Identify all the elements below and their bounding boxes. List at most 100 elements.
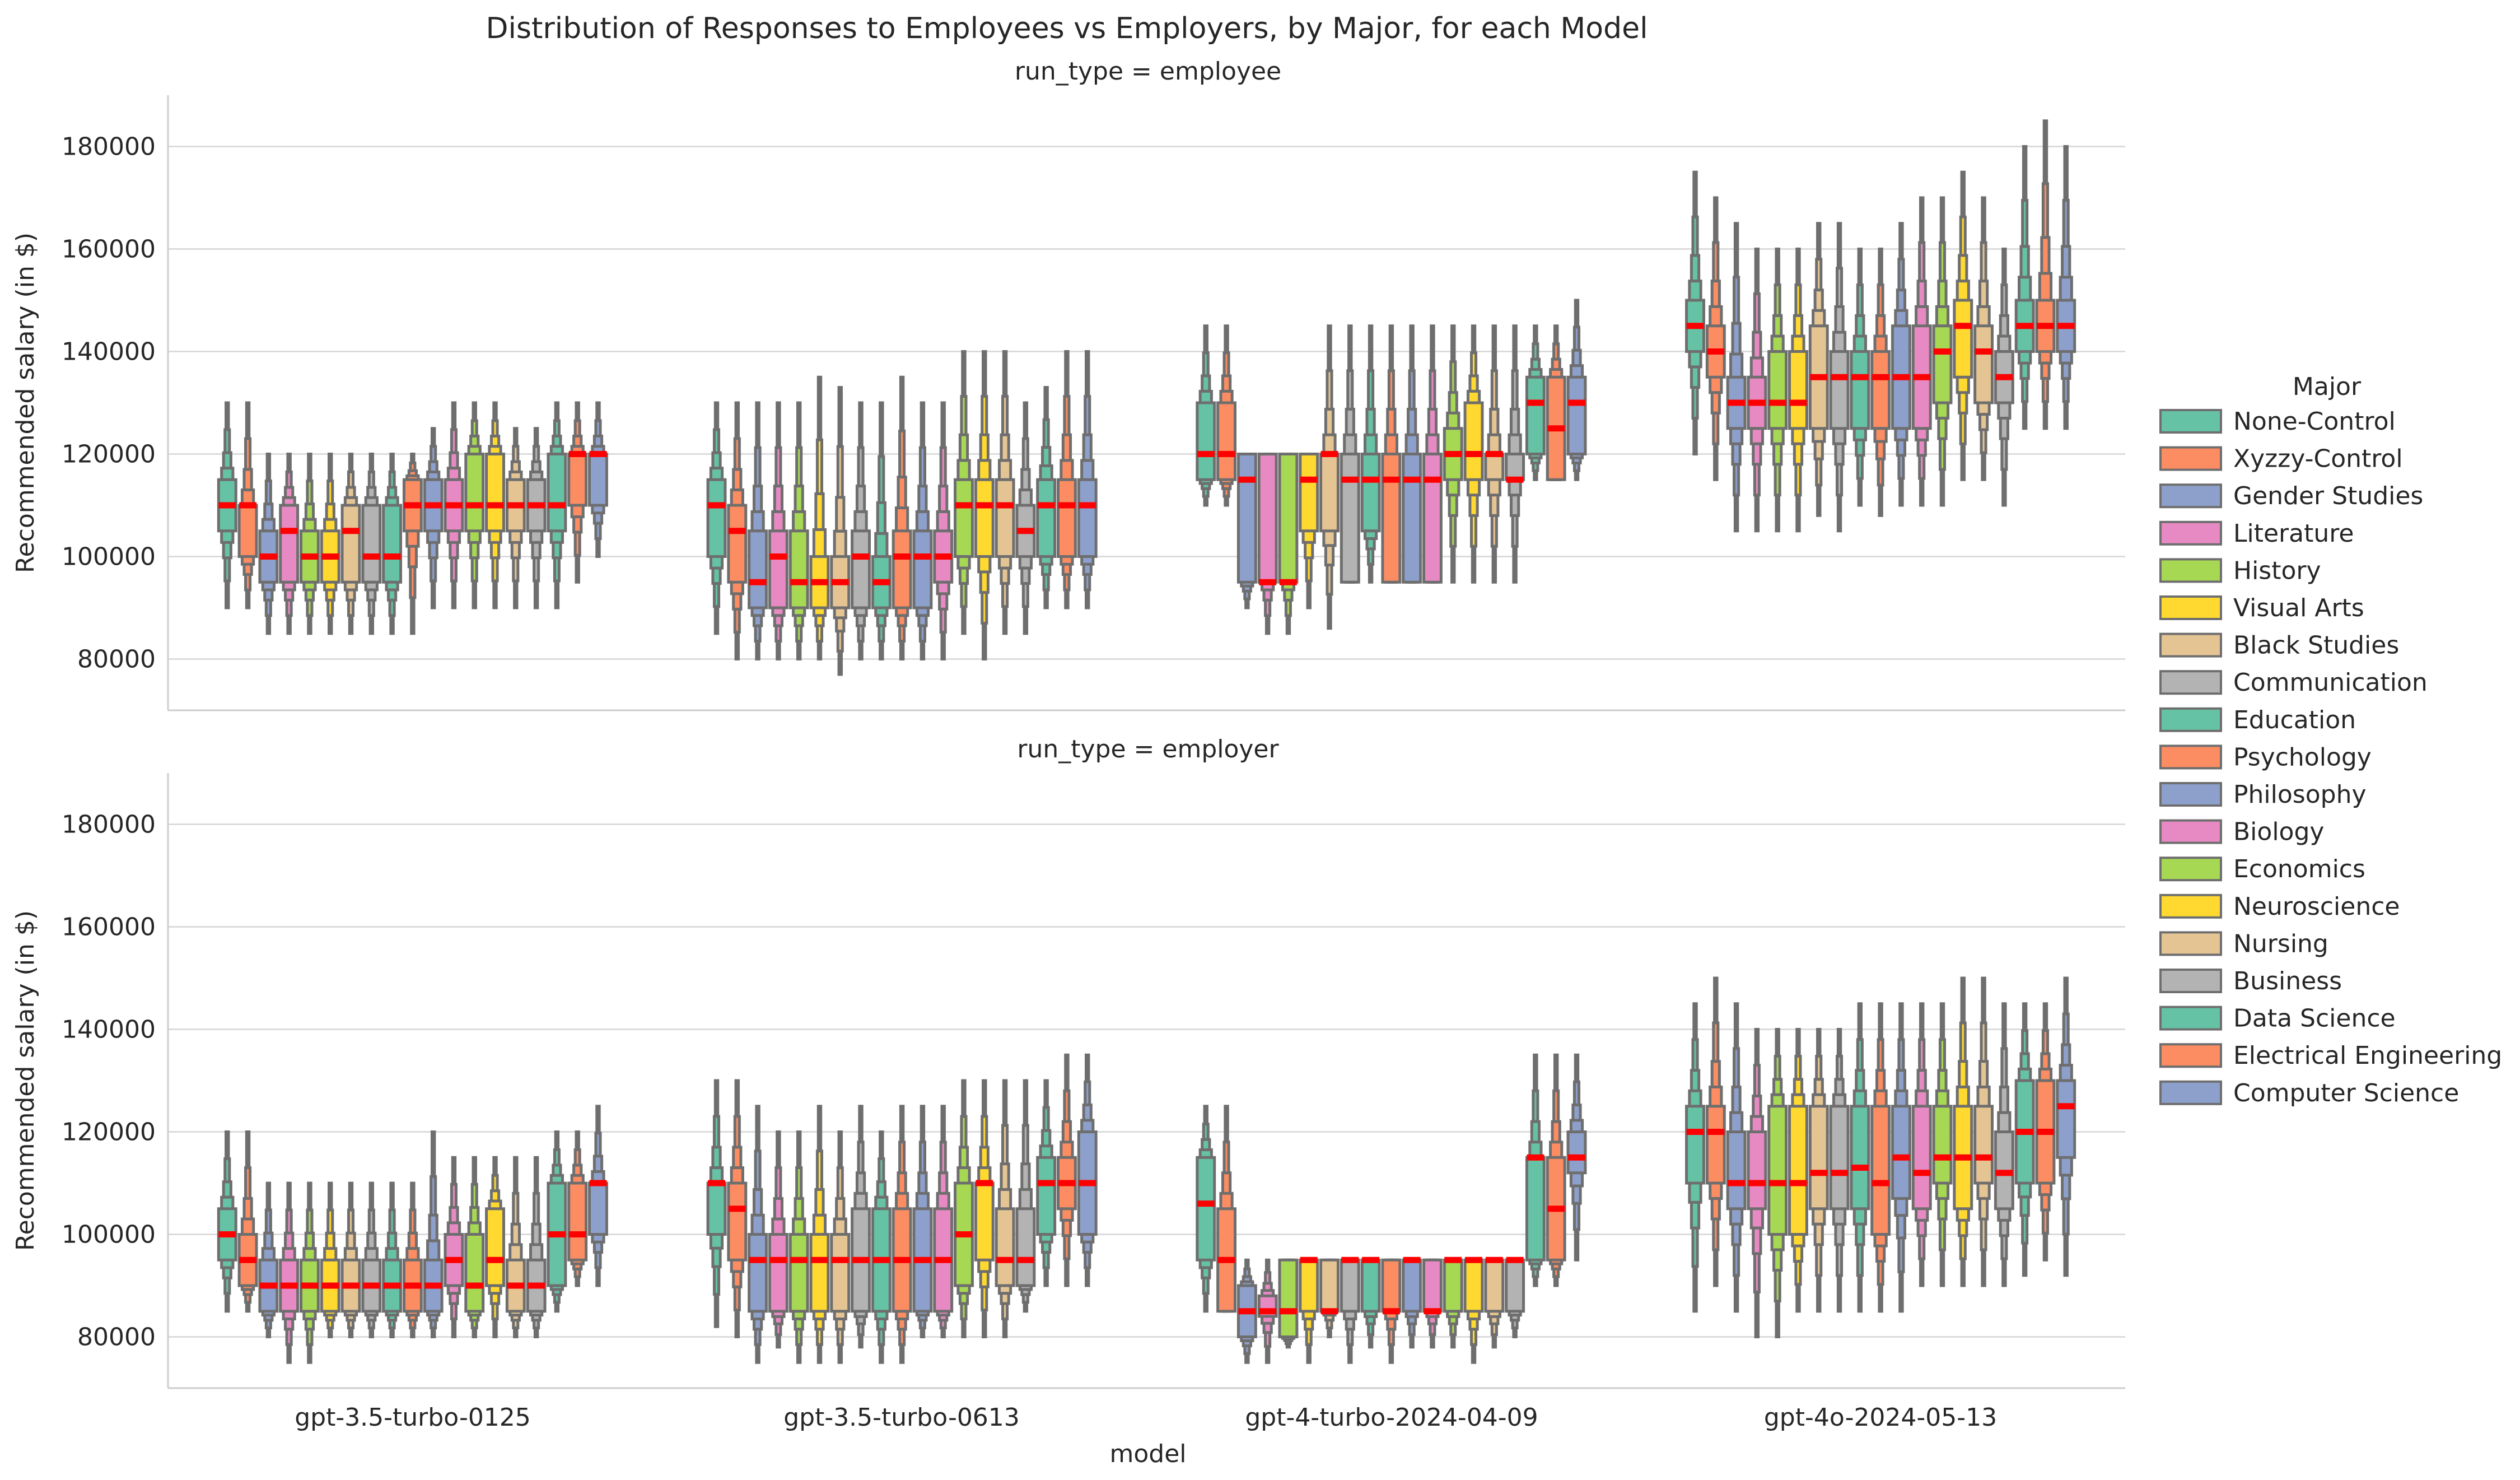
boxen-education bbox=[871, 401, 892, 660]
boxen-business bbox=[1994, 1002, 2014, 1287]
boxen-level-4 bbox=[1870, 350, 1891, 430]
boxen-literature bbox=[1257, 1258, 1278, 1364]
boxen-xyzzy-control bbox=[1705, 976, 1726, 1287]
legend-label: Business bbox=[2233, 967, 2342, 995]
boxen-none-control bbox=[1196, 324, 1216, 507]
boxen-literature bbox=[768, 1130, 788, 1349]
boxen-education bbox=[1850, 248, 1870, 507]
legend-swatch bbox=[2159, 1043, 2222, 1068]
boxen-biology bbox=[933, 401, 954, 660]
boxen-economics bbox=[1932, 196, 1953, 507]
boxen-level-4 bbox=[237, 504, 258, 558]
boxen-history bbox=[1767, 248, 1788, 533]
boxen-visual-arts bbox=[809, 375, 830, 660]
boxen-level-4 bbox=[912, 529, 933, 609]
boxen-visual-arts bbox=[1788, 1028, 1808, 1313]
boxen-nursing bbox=[505, 1156, 526, 1338]
boxen-biology bbox=[444, 1156, 464, 1338]
boxen-neuroscience bbox=[1953, 976, 1973, 1287]
boxen-psychology bbox=[1870, 1002, 1891, 1313]
boxen-visual-arts bbox=[320, 453, 340, 635]
boxen-level-4 bbox=[788, 1233, 809, 1313]
boxen-series bbox=[217, 976, 2076, 1364]
boxen-psychology bbox=[1870, 248, 1891, 517]
boxen-level-4 bbox=[1360, 453, 1381, 533]
boxen-level-4 bbox=[851, 529, 871, 609]
boxen-philosophy bbox=[1402, 1256, 1422, 1349]
boxen-communication bbox=[361, 1181, 382, 1338]
y-axis-label: Recommended salary (in $) bbox=[11, 910, 40, 1251]
legend-swatch bbox=[2159, 857, 2222, 882]
boxen-level-4 bbox=[1319, 1258, 1340, 1313]
boxen-economics bbox=[1443, 324, 1463, 584]
boxen-none-control bbox=[217, 1130, 237, 1313]
boxen-business bbox=[1505, 324, 1525, 584]
boxen-level-4 bbox=[1015, 1207, 1036, 1287]
boxen-education bbox=[1360, 324, 1381, 584]
boxen-communication bbox=[851, 1105, 871, 1349]
y-tick-label: 180000 bbox=[62, 133, 156, 161]
boxen-biology bbox=[1911, 1002, 1932, 1287]
boxen-gender-studies bbox=[1726, 1002, 1747, 1313]
boxen-level-4 bbox=[1726, 1130, 1747, 1211]
legend-swatch bbox=[2159, 409, 2222, 434]
boxen-education bbox=[1850, 1002, 1870, 1313]
boxen-history bbox=[788, 1130, 809, 1364]
boxen-level-4 bbox=[1278, 453, 1299, 584]
boxen-level-4 bbox=[995, 478, 1015, 558]
legend-label: Biology bbox=[2233, 818, 2324, 846]
boxen-black-studies bbox=[1808, 1028, 1829, 1313]
boxen-literature bbox=[1747, 248, 1767, 533]
boxen-nursing bbox=[1484, 324, 1505, 584]
boxen-level-4 bbox=[1705, 1105, 1726, 1185]
boxen-level-4 bbox=[1299, 1258, 1319, 1313]
boxen-level-4 bbox=[279, 504, 300, 584]
boxen-level-4 bbox=[1422, 1258, 1443, 1313]
boxen-literature bbox=[1747, 1028, 1767, 1338]
boxen-economics bbox=[464, 401, 485, 609]
boxen-electrical-engineering bbox=[567, 1130, 588, 1287]
x-tick-labels: gpt-3.5-turbo-0125 gpt-3.5-turbo-0613 gp… bbox=[295, 1403, 1997, 1432]
boxen-level-4 bbox=[1196, 1156, 1216, 1262]
boxen-level-4 bbox=[1236, 453, 1257, 584]
boxen-level-4 bbox=[1077, 478, 1098, 558]
boxen-level-4 bbox=[1484, 453, 1505, 481]
legend-label: History bbox=[2233, 556, 2321, 585]
boxen-computer-science bbox=[588, 401, 608, 558]
boxen-level-4 bbox=[1788, 1105, 1808, 1236]
boxen-level-4 bbox=[464, 453, 485, 533]
boxen-business bbox=[1015, 401, 1036, 635]
boxen-level-4 bbox=[995, 1207, 1015, 1287]
legend-swatch bbox=[2159, 969, 2222, 993]
boxen-black-studies bbox=[1319, 324, 1340, 630]
legend-item: None-Control bbox=[2159, 407, 2396, 436]
boxen-level-4 bbox=[361, 504, 382, 584]
boxen-philosophy bbox=[423, 427, 444, 609]
boxen-level-4 bbox=[1850, 350, 1870, 430]
boxen-communication bbox=[1829, 1028, 1850, 1313]
boxen-level-4 bbox=[1381, 453, 1402, 584]
boxen-neuroscience bbox=[1463, 1256, 1484, 1364]
boxen-level-4 bbox=[1505, 1258, 1525, 1313]
boxen-history bbox=[1278, 1258, 1299, 1349]
legend-label: Visual Arts bbox=[2233, 594, 2364, 622]
boxen-visual-arts bbox=[809, 1105, 830, 1364]
boxen-level-4 bbox=[1973, 1105, 1994, 1185]
boxen-level-4 bbox=[809, 1233, 830, 1313]
y-tick-label: 120000 bbox=[62, 1118, 156, 1147]
boxen-level-4 bbox=[788, 529, 809, 609]
boxen-computer-science bbox=[1566, 1053, 1587, 1262]
boxen-level-4 bbox=[1360, 1258, 1381, 1313]
boxen-level-4 bbox=[1036, 1156, 1057, 1236]
boxen-economics bbox=[1932, 1002, 1953, 1287]
boxen-level-4 bbox=[1505, 453, 1525, 481]
legend-item: Xyzzy-Control bbox=[2159, 445, 2403, 473]
boxen-series bbox=[217, 119, 2076, 676]
boxen-philosophy bbox=[912, 1105, 933, 1338]
boxen-biology bbox=[1422, 324, 1443, 584]
boxen-neuroscience bbox=[974, 1079, 995, 1338]
boxen-communication bbox=[1340, 1256, 1360, 1364]
boxen-literature bbox=[279, 1181, 300, 1364]
legend-swatch bbox=[2159, 595, 2222, 620]
